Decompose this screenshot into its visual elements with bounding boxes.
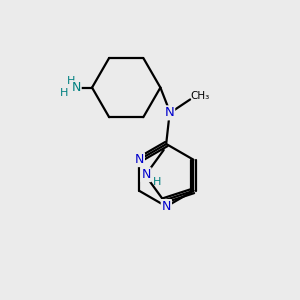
Text: N: N [141,168,151,181]
Text: N: N [72,81,81,94]
Text: H: H [60,88,69,98]
Text: H: H [67,76,75,86]
Text: CH₃: CH₃ [191,91,210,101]
Text: N: N [135,153,144,166]
Text: H: H [152,177,161,187]
Text: N: N [162,200,171,213]
Text: N: N [164,106,174,119]
